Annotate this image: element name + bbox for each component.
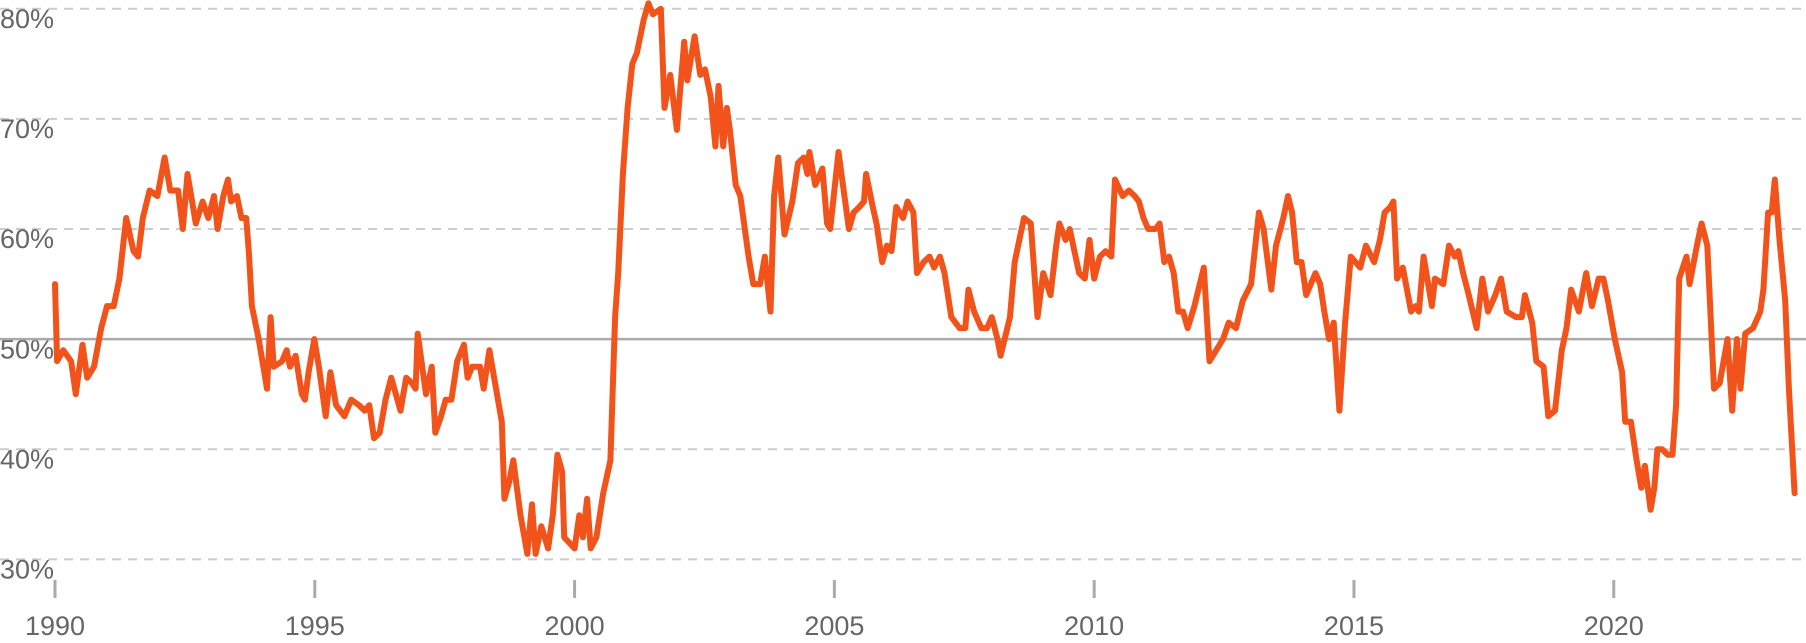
x-tick-label: 2015 [1324,611,1384,641]
y-tick-label: 40% [0,444,54,474]
y-tick-label: 80% [0,4,54,34]
data-line [52,0,1798,557]
x-tick-label: 2000 [545,611,605,641]
x-tick-label: 1995 [285,611,345,641]
y-tick-label: 70% [0,114,54,144]
y-tick-label: 60% [0,224,54,254]
x-tick-label: 2020 [1584,611,1644,641]
x-tick-label: 2005 [804,611,864,641]
x-tick-label: 1990 [25,611,85,641]
x-tick-label: 2010 [1064,611,1124,641]
y-tick-label: 30% [0,554,54,584]
